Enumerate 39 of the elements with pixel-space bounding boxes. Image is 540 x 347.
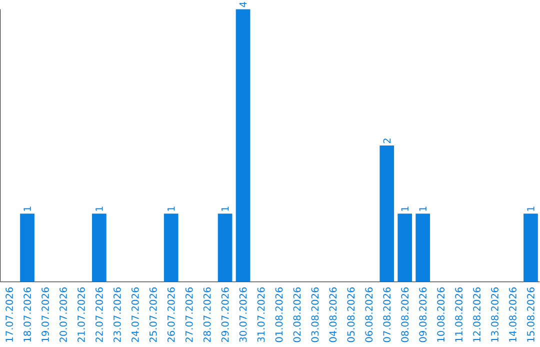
data-label: 1 <box>24 206 31 211</box>
x-tick-label: 17.07.2026 <box>6 287 13 342</box>
x-tick-label: 12.08.2026 <box>473 287 480 342</box>
x-tick-label: 27.07.2026 <box>185 287 193 342</box>
x-tick-label: 18.07.2026 <box>24 287 31 342</box>
x-tick-label: 25.07.2026 <box>149 287 157 342</box>
data-label: 1 <box>401 206 408 211</box>
x-tick-label: 23.07.2026 <box>113 287 121 342</box>
x-tick-label: 08.08.2026 <box>401 287 409 342</box>
x-tick-label: 14.08.2026 <box>509 287 516 342</box>
x-tick-label: 24.07.2026 <box>131 287 139 342</box>
x-tick-label: 11.08.2026 <box>455 287 462 342</box>
data-label: 1 <box>221 206 229 211</box>
x-tick-label: 09.08.2026 <box>419 287 427 342</box>
data-label: 2 <box>383 138 391 143</box>
x-tick-label: 20.07.2026 <box>60 287 67 342</box>
x-tick-label: 06.08.2026 <box>365 287 373 342</box>
x-tick-label: 29.07.2026 <box>221 287 229 342</box>
x-tick-label: 01.08.2026 <box>275 287 283 342</box>
data-label: 4 <box>239 2 247 7</box>
x-tick-label: 30.07.2026 <box>239 287 247 342</box>
x-tick-label: 22.07.2026 <box>95 287 103 342</box>
x-tick-label: 26.07.2026 <box>167 287 175 342</box>
x-tick-label: 10.08.2026 <box>437 287 445 342</box>
x-tick-label: 15.08.2026 <box>527 287 534 342</box>
x-tick-label: 21.07.2026 <box>78 287 85 342</box>
x-tick-label: 19.07.2026 <box>42 287 49 342</box>
data-label: 1 <box>419 206 426 211</box>
x-tick-label: 04.08.2026 <box>329 287 337 342</box>
data-label: 1 <box>527 206 534 211</box>
data-label: 1 <box>96 206 103 211</box>
data-label: 1 <box>168 206 175 211</box>
x-tick-label: 13.08.2026 <box>491 287 498 342</box>
x-tick-label: 07.08.2026 <box>383 287 391 342</box>
x-tick-label: 31.07.2026 <box>257 287 265 342</box>
x-tick-label: 03.08.2026 <box>311 287 319 342</box>
x-tick-label: 02.08.2026 <box>293 287 301 342</box>
x-tick-label: 05.08.2026 <box>347 287 355 342</box>
x-tick-label: 28.07.2026 <box>203 287 211 342</box>
